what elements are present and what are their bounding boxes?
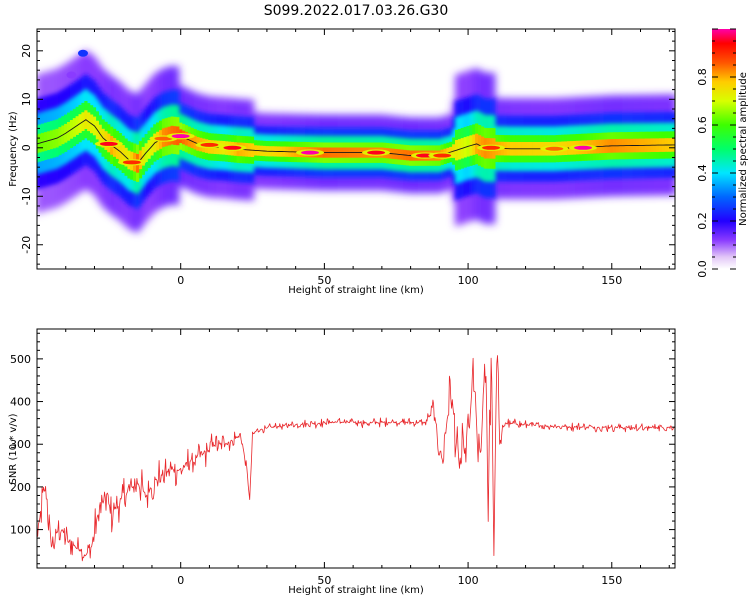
spectrogram-peak <box>117 159 146 166</box>
spectrogram-peak <box>296 149 325 156</box>
spectrogram-peak <box>94 140 123 148</box>
x-tick-label: 100 <box>458 574 479 587</box>
colorbar-tick-label: 0.0 <box>696 260 709 278</box>
spectrogram-peak-core <box>122 160 141 165</box>
spectrogram-x-label: Height of straight line (km) <box>288 285 424 296</box>
colorbar-gradient <box>712 29 736 269</box>
spectrogram-peak-core <box>200 142 219 147</box>
spectrogram-panel: 0 50 100 150 -20 -10 0 10 20 Height of straight … <box>8 28 676 296</box>
spectrogram-peak <box>166 132 195 140</box>
spectrogram-frame <box>36 28 676 270</box>
y-tick-label: 500 <box>10 353 31 366</box>
spectrogram-heatmap <box>37 49 675 233</box>
spectrogram-peak <box>569 144 598 151</box>
y-tick-label: 300 <box>10 438 31 451</box>
colorbar: 0.0 0.2 0.4 0.6 0.8 Normalized spectral ampl… <box>696 28 749 278</box>
snr-series-line <box>37 355 675 562</box>
spectrogram-peak-core <box>545 146 564 151</box>
x-tick-label: 50 <box>317 274 331 287</box>
spectrogram-peak-core <box>171 134 190 139</box>
spectrogram-peak-core <box>154 136 173 141</box>
x-tick-label: 150 <box>601 274 622 287</box>
snr-y-label: SNR (10 * v/v) <box>8 413 19 484</box>
y-tick-label: 10 <box>20 92 33 106</box>
spectrogram-peak <box>428 152 457 159</box>
y-tick-label: 0 <box>20 144 33 151</box>
snr-x-label: Height of straight line (km) <box>288 585 424 596</box>
spectrogram-peak <box>477 144 506 151</box>
spectrogram-y-label: Frequency (Hz) <box>8 111 19 187</box>
x-tick-label: 0 <box>177 274 184 287</box>
colorbar-tick-label: 0.8 <box>696 68 709 86</box>
y-tick-label: -20 <box>20 236 33 254</box>
colorbar-tick-label: 0.4 <box>696 164 709 182</box>
spectrogram-isolated-spot <box>66 71 77 79</box>
spectrogram-peak <box>149 135 178 142</box>
spectrogram-peak-core <box>574 145 593 150</box>
y-tick-label: 200 <box>10 481 31 494</box>
spectrogram-ridge-line <box>37 119 675 164</box>
spectrogram-peak-core <box>301 150 320 155</box>
x-tick-label: 50 <box>317 574 331 587</box>
snr-ticks: 0 50 100 150 100 200 300 400 500 <box>10 329 675 587</box>
spectrogram-peak <box>195 141 224 149</box>
spectrogram-peak <box>362 149 391 156</box>
y-tick-label: 100 <box>10 524 31 537</box>
spectrogram-isolated-spot <box>77 49 88 57</box>
y-tick-label: -10 <box>20 187 33 205</box>
spectrogram-peak <box>540 145 569 152</box>
spectrogram-peak-core <box>482 145 501 150</box>
spectrogram-peak-core <box>367 150 386 155</box>
y-tick-label: 20 <box>20 44 33 58</box>
x-tick-label: 0 <box>177 574 184 587</box>
spectrogram-ticks: 0 50 100 150 -20 -10 0 10 20 <box>20 29 675 287</box>
spectrogram-peak-core <box>99 141 118 146</box>
spectrogram-peak <box>218 144 247 151</box>
snr-panel: 0 50 100 150 100 200 300 400 500 Height of strai… <box>8 328 676 596</box>
x-tick-label: 150 <box>601 574 622 587</box>
y-tick-label: 400 <box>10 396 31 409</box>
colorbar-tick-label: 0.2 <box>696 212 709 230</box>
colorbar-ticks: 0.0 0.2 0.4 0.6 0.8 <box>696 28 736 278</box>
spectrogram-peak-core <box>223 145 242 150</box>
chart-title: S099.2022.017.03.26.G30 <box>264 3 449 19</box>
colorbar-tick-label: 0.6 <box>696 116 709 134</box>
spectrogram-peak-core <box>433 153 452 158</box>
x-tick-label: 100 <box>458 274 479 287</box>
snr-frame <box>36 328 676 569</box>
colorbar-label: Normalized spectral amplitude <box>738 72 749 226</box>
